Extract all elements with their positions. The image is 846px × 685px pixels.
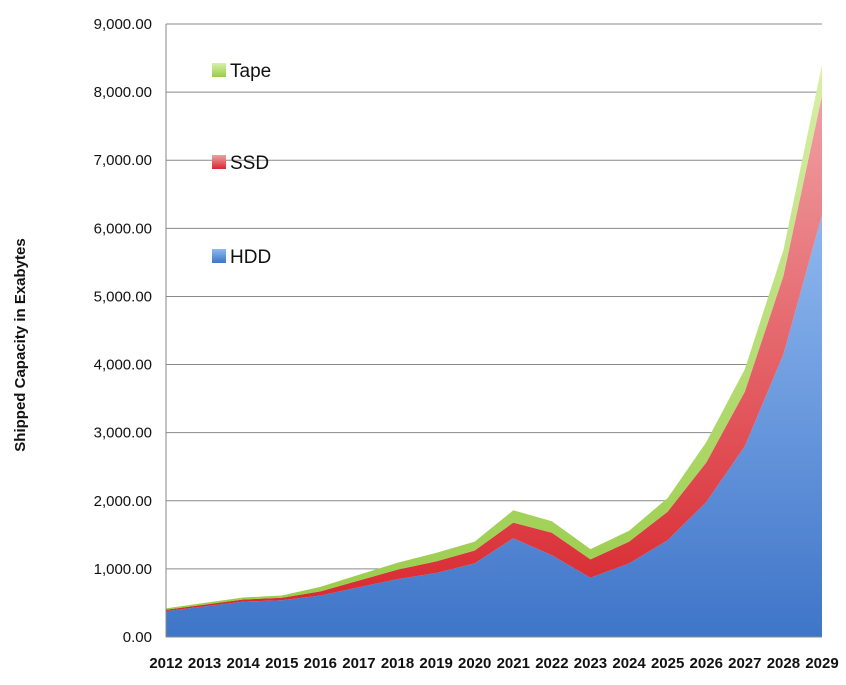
x-tick-label: 2025 (651, 655, 684, 672)
area-series (166, 64, 822, 637)
y-tick-label: 5,000.00 (94, 288, 152, 305)
legend: Tape SSD HDD (212, 61, 271, 268)
gridlines (166, 23, 822, 570)
x-tick-label: 2016 (304, 655, 337, 672)
y-tick-label: 1,000.00 (94, 561, 152, 578)
area-hdd (166, 214, 822, 637)
y-axis-label: Shipped Capacity in Exabytes (12, 238, 29, 451)
x-tick-label: 2022 (535, 655, 568, 672)
legend-swatch (212, 155, 226, 169)
x-tick-label: 2029 (805, 655, 838, 672)
y-tick-label: 9,000.00 (94, 16, 152, 33)
x-tick-label: 2019 (419, 655, 452, 672)
x-tick-label: 2015 (265, 655, 298, 672)
x-tick-label: 2026 (690, 655, 723, 672)
legend-swatch (212, 63, 226, 77)
legend-swatch (212, 249, 226, 263)
x-tick-label: 2012 (149, 655, 182, 672)
y-tick-label: 3,000.00 (94, 425, 152, 442)
x-tick-label: 2020 (458, 655, 491, 672)
y-tick-label: 0.00 (123, 629, 152, 646)
x-tick-label: 2013 (188, 655, 221, 672)
y-tick-label: 8,000.00 (94, 84, 152, 101)
x-tick-labels: 2012 2013 2014 2015 2016 2017 2018 2019 2020 2021… (149, 655, 838, 672)
y-tick-label: 7,000.00 (94, 152, 152, 169)
x-tick-label: 2024 (612, 655, 646, 672)
x-tick-label: 2021 (497, 655, 530, 672)
legend-label: SSD (230, 153, 269, 174)
legend-label: HDD (230, 247, 271, 268)
x-tick-label: 2027 (728, 655, 761, 672)
x-tick-label: 2028 (767, 655, 800, 672)
legend-label: Tape (230, 61, 271, 82)
legend-item-tape: Tape (212, 61, 271, 82)
x-tick-label: 2018 (381, 655, 414, 672)
y-tick-label: 6,000.00 (94, 220, 152, 237)
y-tick-label: 4,000.00 (94, 357, 152, 374)
y-tick-label: 2,000.00 (94, 493, 152, 510)
y-tick-labels: 0.00 1,000.00 2,000.00 3,000.00 4,000.00 5,00… (94, 16, 152, 646)
x-tick-label: 2014 (226, 655, 260, 672)
legend-item-ssd: SSD (212, 153, 269, 174)
legend-item-hdd: HDD (212, 247, 271, 268)
x-tick-label: 2023 (574, 655, 607, 672)
x-tick-label: 2017 (342, 655, 375, 672)
